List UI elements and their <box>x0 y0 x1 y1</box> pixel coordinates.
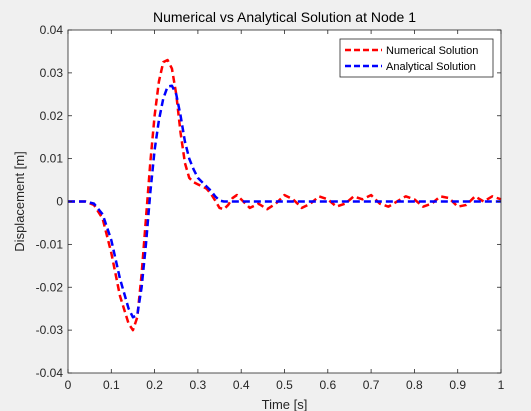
legend: Numerical Solution Analytical Solution <box>339 38 494 78</box>
y-tick-label: -0.03 <box>36 323 64 337</box>
x-axis-title: Time [s] <box>262 397 308 411</box>
plot-area <box>68 30 501 373</box>
legend-box <box>339 38 494 78</box>
legend-label-analytical: Analytical Solution <box>386 61 476 73</box>
legend-label-numerical: Numerical Solution <box>386 45 478 57</box>
series-line-numerical <box>68 58 502 332</box>
ticks-layer: 0 0.1 0.2 0.3 0.4 0.5 0.6 0.7 0.8 0.9 1 -0.04 -0.03 -… <box>36 23 505 392</box>
y-tick-label: 0.01 <box>40 152 64 166</box>
y-tick-label: -0.01 <box>36 237 64 251</box>
x-tick-label: 0.5 <box>276 378 293 392</box>
y-tick-label: -0.04 <box>36 366 64 380</box>
series-line-analytical <box>68 84 501 319</box>
x-tick-label: 0.2 <box>146 378 163 392</box>
x-tick-label: 0.4 <box>233 378 250 392</box>
x-tick-label: 0.1 <box>103 378 120 392</box>
x-tick-label: 0 <box>65 378 72 392</box>
x-tick-label: 0.9 <box>449 378 466 392</box>
chart-title: Numerical vs Analytical Solution at Node… <box>153 9 416 25</box>
y-tick-label: 0.03 <box>40 66 64 80</box>
x-tick-label: 0.3 <box>190 378 207 392</box>
y-tick-label: 0 <box>56 195 63 209</box>
y-tick-label: 0.04 <box>40 23 64 37</box>
x-tick-label: 0.6 <box>319 378 336 392</box>
x-tick-label: 1 <box>498 378 505 392</box>
y-axis-title: Displacement [m] <box>12 151 27 251</box>
x-tick-label: 0.8 <box>406 378 423 392</box>
y-tick-label: 0.02 <box>40 109 64 123</box>
y-tick-label: -0.02 <box>36 280 64 294</box>
x-tick-label: 0.7 <box>363 378 380 392</box>
series-layer <box>68 58 502 332</box>
